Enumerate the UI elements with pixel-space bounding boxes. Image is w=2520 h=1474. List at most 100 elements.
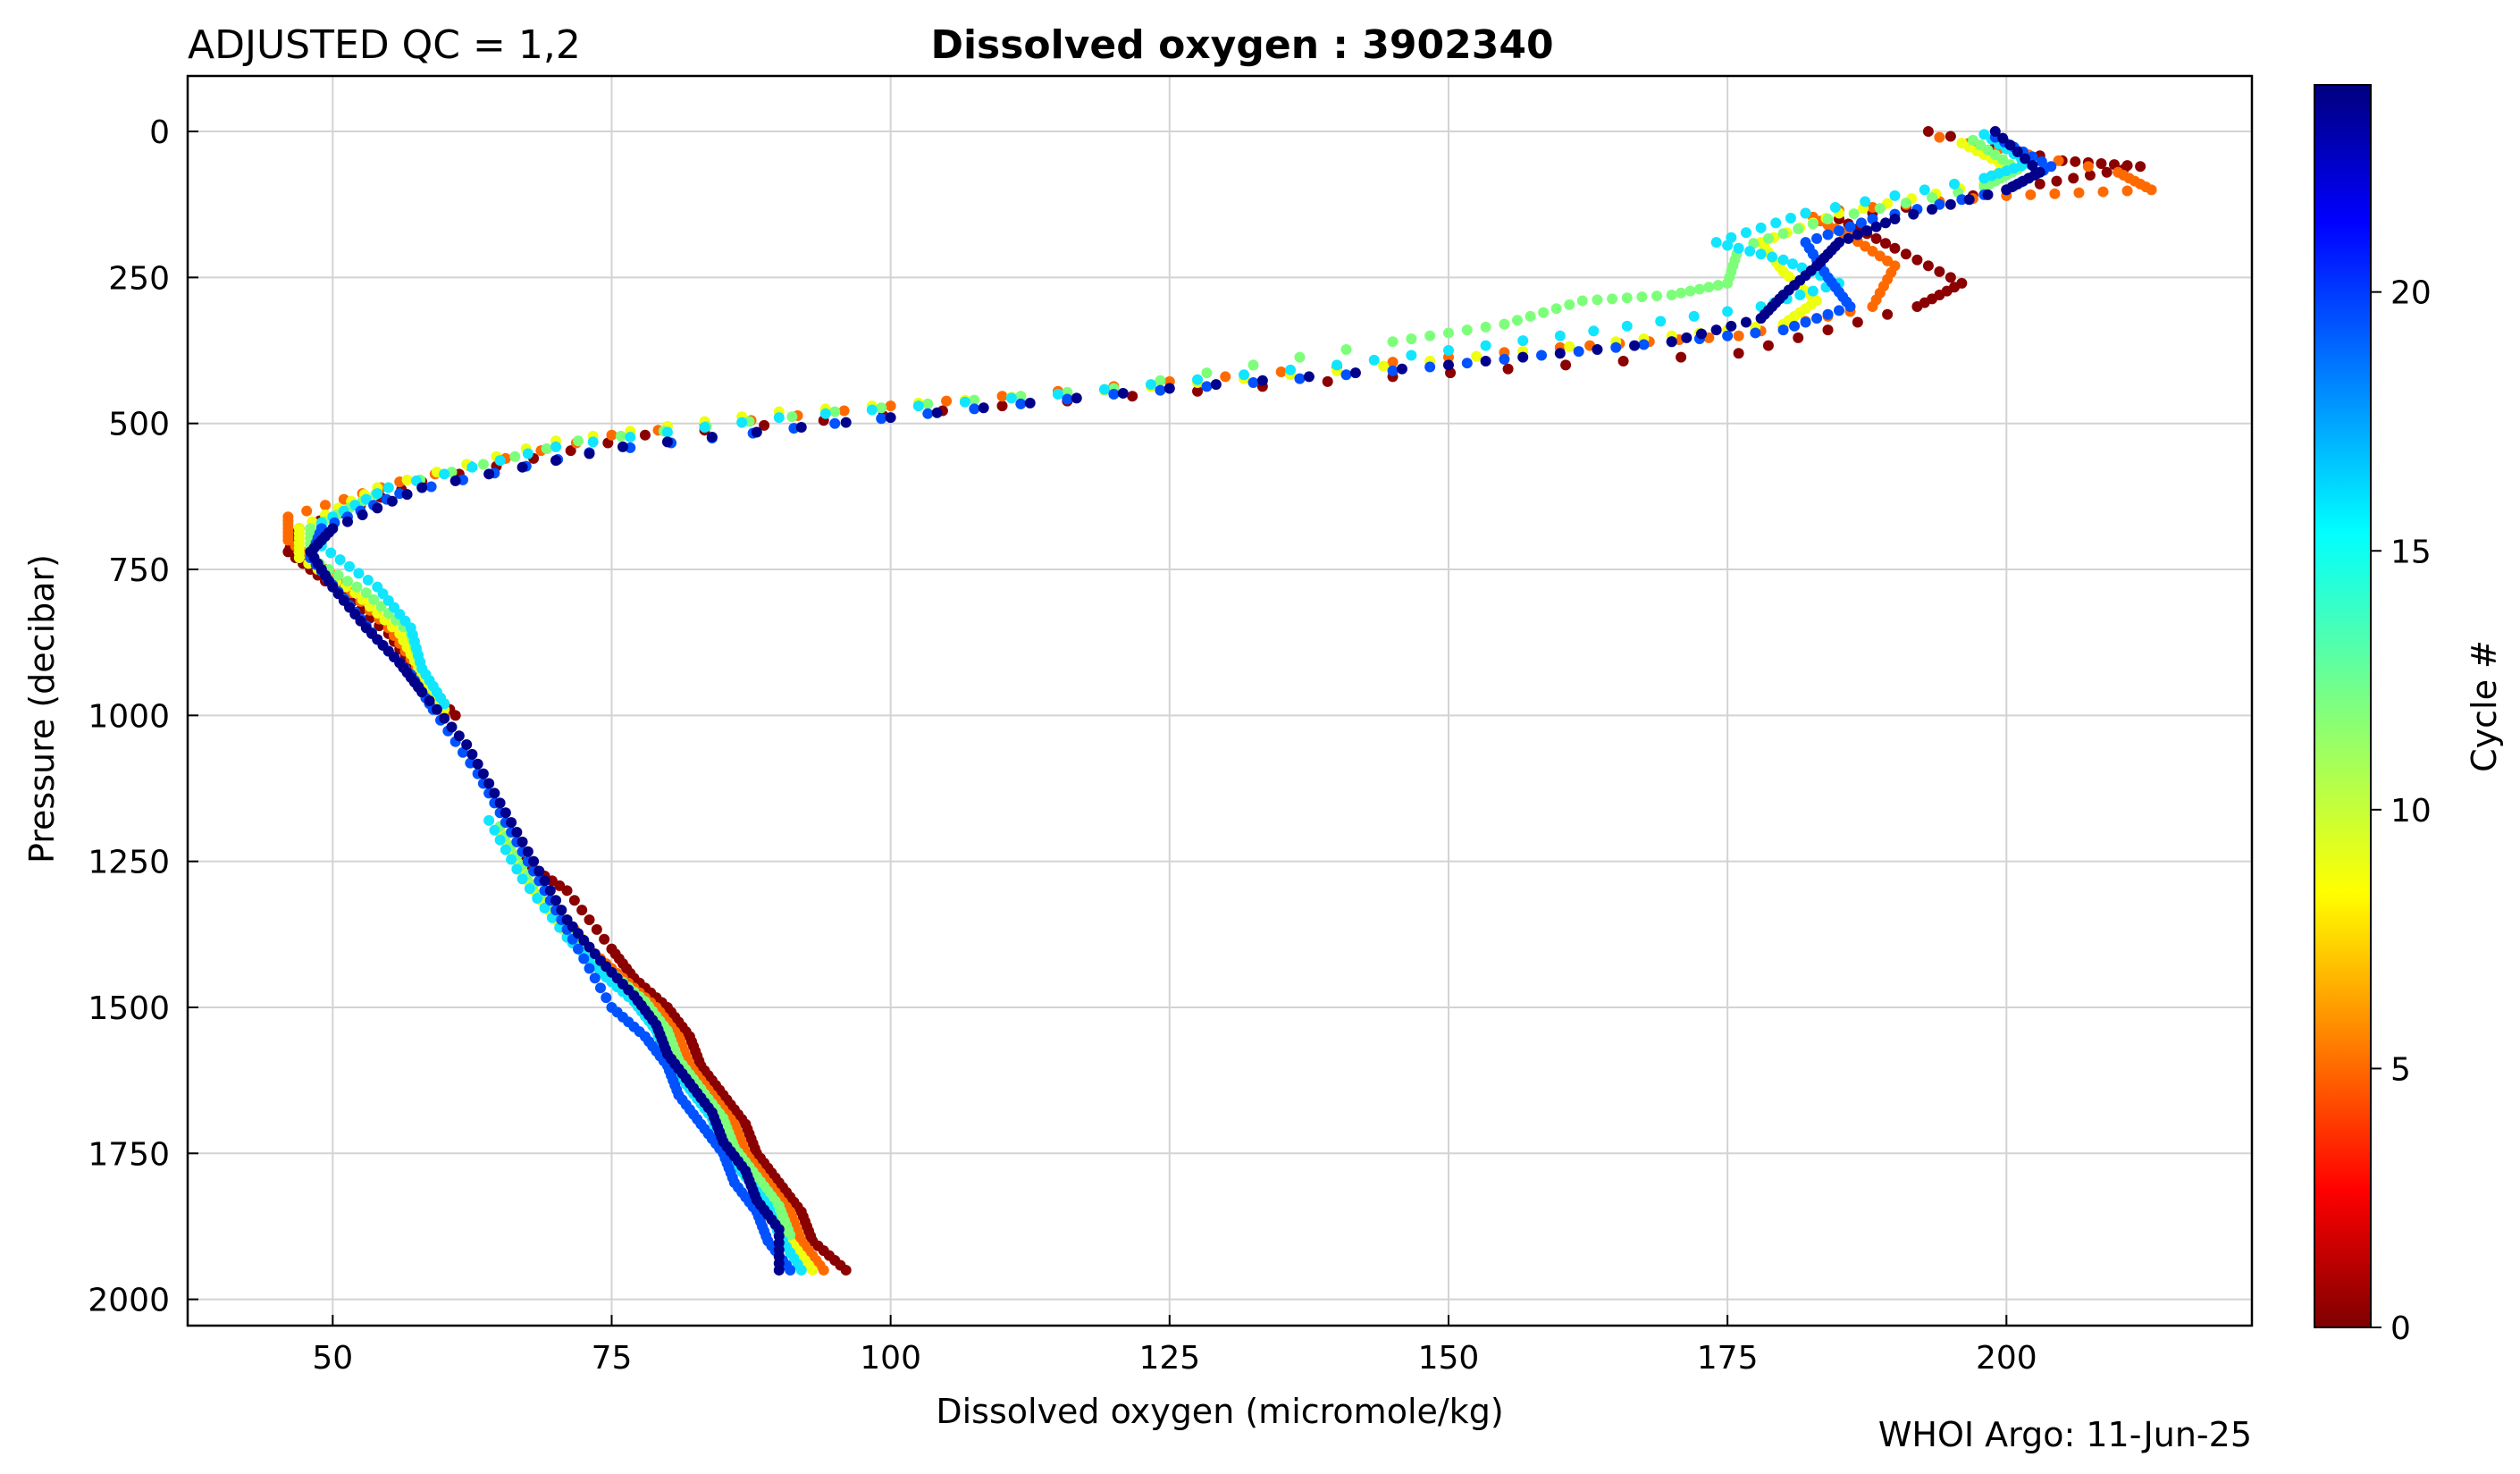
- data-point: [1525, 310, 1536, 322]
- data-point: [332, 569, 344, 581]
- data-point: [1900, 248, 1911, 260]
- data-point: [1800, 316, 1811, 328]
- data-point: [466, 461, 478, 473]
- data-point: [2084, 170, 2096, 181]
- data-point: [2097, 186, 2109, 198]
- data-point: [375, 601, 387, 612]
- data-point: [1811, 232, 1823, 244]
- y-tick-label: 1500: [88, 990, 170, 1027]
- data-point: [1256, 375, 1268, 386]
- data-point: [573, 943, 584, 955]
- x-tick-label: 100: [860, 1340, 921, 1377]
- data-point: [401, 489, 413, 501]
- data-point: [1461, 358, 1473, 369]
- data-point: [357, 510, 368, 521]
- data-point: [996, 391, 1008, 402]
- data-point: [1340, 343, 1352, 355]
- grid: [188, 76, 2252, 1326]
- colorbar-tick-label: 5: [2390, 1051, 2411, 1088]
- data-point: [931, 407, 943, 418]
- data-point: [617, 441, 628, 452]
- data-point: [1874, 203, 1886, 215]
- data-point: [1210, 379, 1222, 391]
- data-point: [795, 422, 807, 434]
- data-point: [2073, 187, 2085, 198]
- x-tick-label: 50: [312, 1340, 353, 1377]
- data-point: [1870, 221, 1882, 232]
- data-point: [578, 953, 590, 964]
- data-point: [1378, 360, 1390, 372]
- y-tick-label: 250: [108, 260, 170, 297]
- data-point: [362, 574, 374, 585]
- data-point: [1564, 299, 1575, 310]
- data-point: [372, 502, 383, 514]
- data-point: [1655, 316, 1667, 327]
- y-tick-label: 500: [108, 407, 170, 443]
- data-point: [1740, 316, 1751, 328]
- data-point: [1860, 196, 1871, 207]
- colorbar-tick-label: 10: [2390, 793, 2432, 830]
- data-point: [1703, 282, 1715, 293]
- data-point: [1852, 229, 1863, 240]
- data-point: [466, 748, 478, 760]
- data-point: [2082, 161, 2094, 173]
- data-point: [1740, 227, 1751, 239]
- data-point: [539, 875, 550, 887]
- data-point: [1592, 343, 1603, 355]
- data-point: [1722, 240, 1734, 251]
- data-point: [1340, 369, 1352, 381]
- data-point: [477, 768, 489, 779]
- data-point: [2121, 185, 2133, 197]
- data-point: [1777, 228, 1789, 240]
- data-point: [1610, 341, 1622, 353]
- data-point: [301, 505, 313, 517]
- data-point: [1052, 389, 1063, 400]
- data-point: [573, 435, 584, 447]
- data-point: [1945, 272, 1956, 283]
- data-point: [1848, 208, 1860, 220]
- data-point: [1285, 364, 1297, 375]
- data-point: [1560, 359, 1572, 371]
- data-point: [829, 417, 841, 429]
- data-point: [1098, 383, 1110, 395]
- data-point: [1294, 373, 1306, 384]
- data-point: [360, 493, 372, 505]
- data-point: [506, 854, 517, 865]
- series-cycle-20: [305, 131, 2057, 1276]
- data-point: [1777, 254, 1789, 265]
- data-point: [1442, 345, 1454, 357]
- data-point: [1621, 292, 1633, 304]
- data-point: [1536, 350, 1548, 361]
- data-point: [2070, 156, 2081, 167]
- data-point: [1621, 320, 1633, 332]
- data-point: [386, 495, 398, 507]
- data-point: [1793, 332, 1804, 343]
- data-point: [1155, 375, 1166, 386]
- data-point: [1722, 330, 1734, 341]
- data-point: [500, 807, 511, 819]
- data-point: [1071, 392, 1082, 404]
- data-point: [1387, 357, 1399, 368]
- data-point: [706, 431, 718, 442]
- qc-label: ADJUSTED QC = 1,2: [188, 22, 581, 68]
- data-point: [568, 895, 580, 906]
- data-point: [1900, 198, 1911, 209]
- data-point: [1576, 295, 1588, 307]
- data-point: [1945, 131, 1956, 142]
- data-point: [1722, 277, 1734, 289]
- data-point: [595, 982, 606, 994]
- data-point: [576, 905, 588, 916]
- data-point: [351, 581, 363, 593]
- data-point: [1710, 237, 1722, 248]
- data-point: [439, 712, 450, 724]
- data-point: [1844, 301, 1856, 313]
- data-point: [1666, 336, 1677, 348]
- data-point: [1511, 315, 1523, 326]
- data-point: [736, 417, 748, 428]
- data-point: [2004, 139, 2016, 151]
- data-point: [1852, 316, 1863, 328]
- data-point: [661, 426, 673, 438]
- x-axis-label: Dissolved oxygen (micromole/kg): [936, 1392, 1503, 1431]
- data-point: [1934, 131, 1945, 143]
- data-point: [1387, 336, 1399, 348]
